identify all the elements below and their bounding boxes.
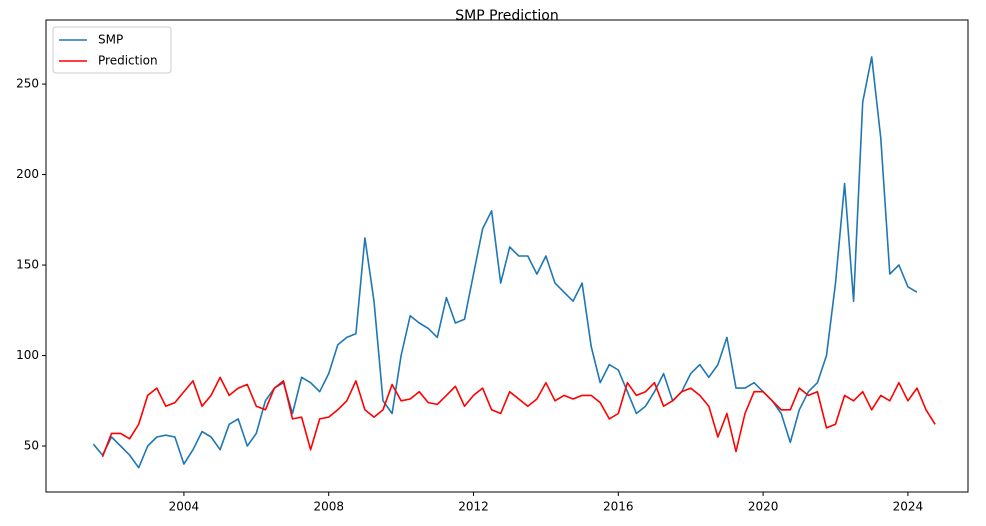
chart-title: SMP Prediction — [455, 8, 558, 24]
x-tick-label: 2004 — [169, 500, 200, 514]
y-tick-label: 250 — [16, 77, 39, 91]
x-tick-label: 2016 — [603, 500, 634, 514]
y-tick-label: 50 — [24, 439, 39, 453]
x-tick-label: 2020 — [748, 500, 779, 514]
legend-label: SMP — [98, 33, 123, 47]
x-tick-label: 2024 — [893, 500, 924, 514]
plot-frame — [45, 19, 969, 493]
y-tick-label: 150 — [16, 258, 39, 272]
line — [92, 56, 918, 469]
legend-label: Prediction — [98, 54, 158, 68]
x-tick-label: 2012 — [458, 500, 489, 514]
y-tick-label: 100 — [16, 348, 39, 362]
y-tick-label: 200 — [16, 167, 39, 181]
line — [101, 376, 936, 458]
x-tick-label: 2008 — [313, 500, 344, 514]
